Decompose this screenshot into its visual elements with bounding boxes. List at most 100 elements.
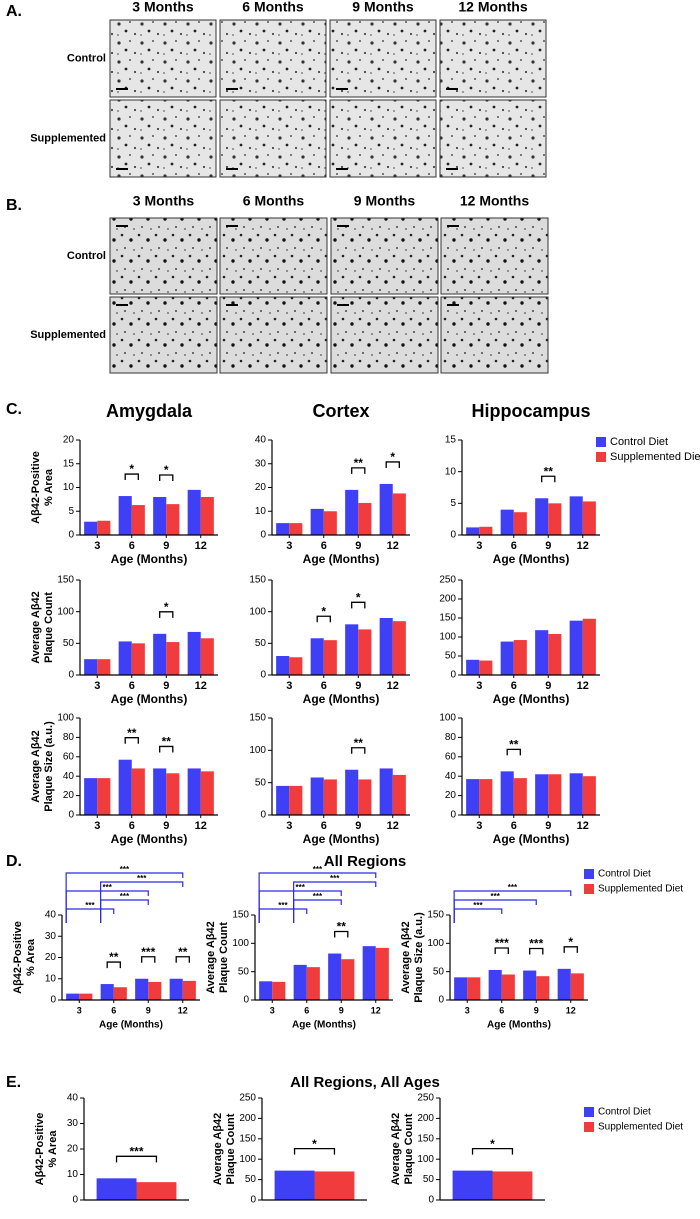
comparison-label: ***: [120, 892, 130, 901]
bar: [276, 656, 290, 675]
y-axis-label: % Area: [25, 938, 37, 976]
bar: [182, 980, 196, 1000]
y-tick-label: 40: [445, 771, 457, 782]
bar: [392, 774, 406, 815]
bar: [84, 521, 98, 535]
row-label: Supplemented: [30, 329, 106, 341]
significance-label: *: [568, 935, 573, 949]
x-tick-label: 6: [321, 540, 327, 552]
x-tick-label: 9: [163, 680, 169, 692]
y-tick-label: 0: [260, 670, 266, 681]
bar: [97, 659, 111, 675]
chart-title: Hippocampus: [471, 401, 590, 421]
chart-title: Cortex: [312, 401, 369, 421]
comparison-bracket: [293, 899, 342, 923]
y-tick-label: 0: [68, 810, 74, 821]
y-tick-label: 20: [445, 790, 457, 801]
comparison-bracket: [100, 899, 149, 923]
comparison-label: ***: [313, 892, 323, 901]
bar: [345, 769, 359, 815]
bar: [323, 779, 337, 815]
y-tick-label: 0: [438, 995, 444, 1006]
bar: [306, 967, 320, 1000]
legend-label: Supplemented Diet: [610, 451, 700, 463]
x-axis-label: Age (Months): [111, 832, 188, 846]
significance-label: ***: [141, 945, 155, 959]
micrograph: [219, 296, 328, 374]
bar: [392, 621, 406, 675]
y-tick-label: 150: [417, 1133, 434, 1144]
y-tick-label: 100: [427, 938, 444, 949]
panel-label: A.: [6, 3, 22, 20]
comparison-bracket: [258, 908, 308, 923]
bar: [345, 624, 359, 675]
x-axis-label: Age (Months): [303, 552, 380, 566]
bar: [452, 1170, 493, 1200]
bar: [582, 776, 596, 815]
bar: [557, 968, 571, 1000]
bar: [328, 953, 342, 1000]
bar: [323, 640, 337, 675]
comparison-bracket: [65, 890, 149, 923]
y-tick-label: 150: [249, 713, 266, 724]
x-tick-label: 9: [355, 540, 361, 552]
bar: [500, 641, 514, 675]
bar: [200, 638, 214, 675]
x-tick-label: 12: [577, 540, 589, 552]
bar: [535, 774, 549, 815]
y-tick-label: 10: [445, 466, 457, 477]
comparison-label: ***: [296, 883, 306, 892]
significance-bracket: [159, 611, 174, 618]
bar: [113, 987, 127, 1000]
bar: [582, 618, 596, 675]
x-axis-label: Age (Months): [111, 692, 188, 706]
significance-label: *: [356, 591, 361, 605]
y-tick-label: 50: [423, 1174, 435, 1185]
bar: [467, 977, 481, 1000]
micrograph: [219, 19, 327, 98]
bar: [582, 501, 596, 535]
bar: [310, 508, 324, 535]
y-axis-label: Average Aβ42: [390, 1113, 402, 1186]
significance-bracket: [175, 956, 190, 963]
row-label: Supplemented: [30, 132, 106, 144]
bar: [323, 511, 337, 535]
bar: [513, 778, 527, 815]
y-tick-label: 15: [63, 458, 75, 469]
significance-bracket: [351, 467, 366, 474]
y-tick-label: 100: [57, 606, 74, 617]
y-tick-label: 20: [67, 1144, 79, 1155]
legend-swatch: [584, 884, 594, 894]
x-tick-label: 9: [545, 540, 551, 552]
x-tick-label: 6: [499, 1005, 504, 1015]
y-axis-label: Average Aβ42: [30, 591, 42, 664]
y-tick-label: 100: [439, 713, 456, 724]
legend-swatch: [584, 1107, 594, 1117]
x-axis-label: Age (Months): [493, 552, 570, 566]
y-tick-label: 80: [445, 732, 457, 743]
bar: [166, 504, 180, 535]
bar: [310, 638, 324, 675]
y-tick-label: 20: [63, 790, 75, 801]
row-label: Control: [67, 52, 106, 64]
y-tick-label: 100: [249, 606, 266, 617]
y-tick-label: 0: [450, 810, 456, 821]
micrograph: [109, 296, 218, 374]
x-tick-label: 3: [476, 820, 482, 832]
bar: [392, 493, 406, 535]
bar: [501, 974, 515, 1000]
significance-label: **: [544, 464, 554, 478]
chart-title: Amygdala: [106, 401, 193, 421]
significance-bracket: [541, 475, 556, 483]
x-tick-label: 6: [511, 820, 517, 832]
y-axis-label: Average Aβ42: [30, 730, 42, 803]
y-tick-label: 150: [427, 910, 444, 921]
y-tick-label: 5: [68, 506, 74, 517]
comparison-bracket: [453, 908, 503, 923]
y-tick-label: 100: [57, 713, 74, 724]
y-tick-label: 100: [232, 938, 249, 949]
legend-label: Supplemented Diet: [598, 884, 683, 895]
significance-bracket: [494, 947, 509, 954]
significance-bracket: [159, 474, 174, 481]
y-tick-label: 80: [63, 732, 75, 743]
